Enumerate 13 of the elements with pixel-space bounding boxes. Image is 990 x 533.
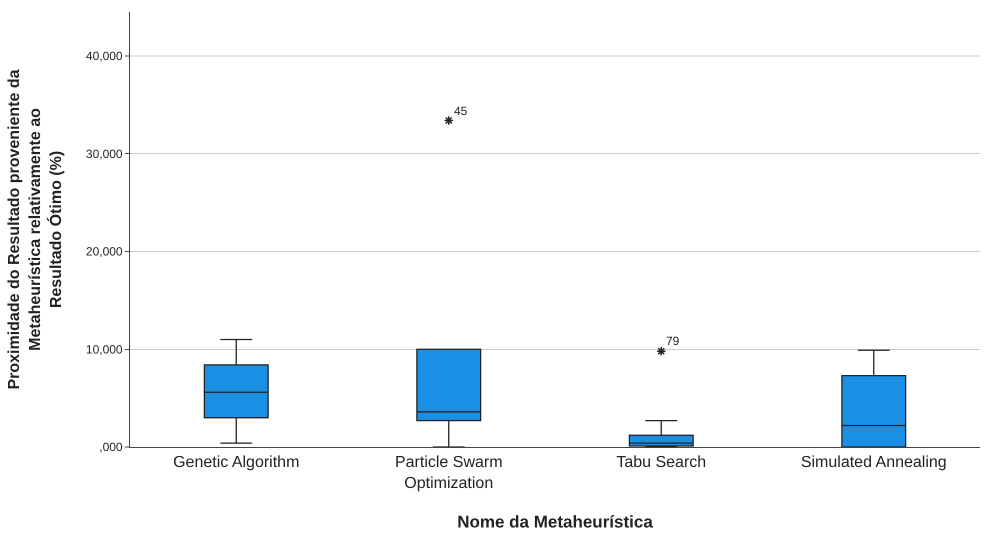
annotation: 79	[666, 334, 680, 348]
x-tick-label: Tabu Search	[616, 454, 706, 472]
y-tick-label: 10,000	[86, 342, 123, 356]
y-tick-label: 30,000	[86, 146, 123, 161]
y-tick-label: 20,000	[86, 244, 123, 259]
y-axis-title: Proximidade do Resultado proveniente da Metaheurística relativamente ao Resultado Ótimo (%)	[6, 69, 65, 390]
y-tick-label: ,000	[99, 440, 123, 454]
y-tick-label: 40,000	[86, 49, 123, 64]
x-tick-label: Particle Swarm Optimization	[394, 454, 503, 492]
x-tick-label: Simulated Annealing	[800, 454, 947, 472]
annotation: 45	[454, 104, 468, 118]
x-tick-label: Genetic Algorithm	[173, 454, 300, 472]
x-axis-title: Nome da Metaheurística	[457, 512, 654, 532]
